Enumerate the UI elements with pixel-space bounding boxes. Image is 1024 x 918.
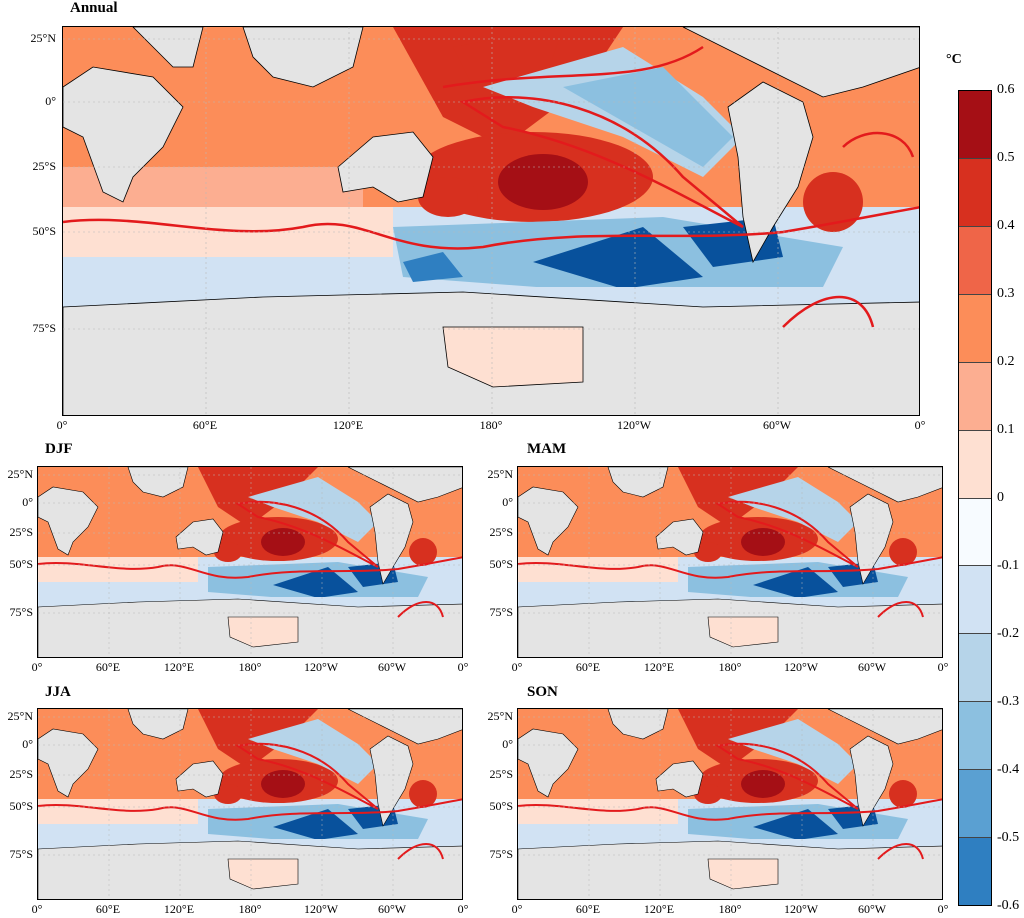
colorbar-segment bbox=[959, 430, 991, 499]
colorbar-tick-label: -0.2 bbox=[997, 626, 1020, 641]
colorbar-segment bbox=[959, 566, 991, 635]
panel-title-djf: DJF bbox=[45, 441, 73, 457]
lon-tick-djf-1: 60°E bbox=[95, 660, 121, 674]
colorbar-segment bbox=[959, 294, 991, 363]
lon-tick-jja-5: 60°W bbox=[377, 902, 407, 916]
panel-title-mam: MAM bbox=[527, 441, 567, 457]
lat-tick-djf-3: 50°S bbox=[9, 557, 33, 571]
panel-title-annual: Annual bbox=[70, 0, 118, 16]
colorbar bbox=[958, 90, 992, 906]
colorbar-tick-label: -0.1 bbox=[997, 558, 1020, 573]
lat-tick-jja-2: 25°S bbox=[9, 767, 33, 781]
lon-tick-jja-4: 120°W bbox=[303, 902, 339, 916]
lon-tick-jja-1: 60°E bbox=[95, 902, 121, 916]
lat-tick-annual-25n: 25°N bbox=[30, 31, 56, 45]
colorbar-tick-label: 0.5 bbox=[997, 150, 1015, 165]
lon-tick-mam-4: 120°W bbox=[783, 660, 819, 674]
map-annual bbox=[62, 26, 920, 416]
lon-tick-djf-6: 0° bbox=[457, 660, 469, 674]
lon-tick-annual-120e: 120°E bbox=[332, 418, 364, 432]
lon-tick-mam-1: 60°E bbox=[575, 660, 601, 674]
lon-tick-djf-4: 120°W bbox=[303, 660, 339, 674]
lat-tick-son-0: 25°N bbox=[487, 709, 513, 723]
colorbar-tick-label: -0.3 bbox=[997, 694, 1020, 709]
lat-tick-jja-3: 50°S bbox=[9, 799, 33, 813]
map-jja bbox=[37, 708, 463, 900]
lat-tick-djf-0: 25°N bbox=[7, 467, 33, 481]
colorbar-tick-label: 0.1 bbox=[997, 422, 1015, 437]
lon-tick-jja-3: 180° bbox=[238, 902, 262, 916]
lat-tick-djf-1: 0° bbox=[22, 495, 33, 509]
lon-tick-son-5: 60°W bbox=[857, 902, 887, 916]
colorbar-segment bbox=[959, 634, 991, 703]
colorbar-tick-label: -0.6 bbox=[997, 898, 1020, 913]
lat-tick-son-1: 0° bbox=[502, 737, 513, 751]
lon-tick-son-0: 0° bbox=[511, 902, 523, 916]
lon-tick-mam-5: 60°W bbox=[857, 660, 887, 674]
lat-tick-djf-2: 25°S bbox=[9, 525, 33, 539]
lon-tick-jja-6: 0° bbox=[457, 902, 469, 916]
lon-tick-son-2: 120°E bbox=[643, 902, 675, 916]
lat-tick-djf-4: 75°S bbox=[9, 605, 33, 619]
lat-tick-son-4: 75°S bbox=[489, 847, 513, 861]
colorbar-tick-label: -0.5 bbox=[997, 830, 1020, 845]
colorbar-segment bbox=[959, 770, 991, 839]
lat-tick-jja-4: 75°S bbox=[9, 847, 33, 861]
lat-tick-mam-1: 0° bbox=[502, 495, 513, 509]
lon-tick-djf-3: 180° bbox=[238, 660, 262, 674]
lon-tick-mam-3: 180° bbox=[718, 660, 742, 674]
lon-tick-djf-2: 120°E bbox=[163, 660, 195, 674]
lon-tick-annual-60w: 60°W bbox=[762, 418, 792, 432]
lon-tick-mam-6: 0° bbox=[937, 660, 949, 674]
colorbar-segment bbox=[959, 158, 991, 227]
lon-tick-annual-60e: 60°E bbox=[192, 418, 218, 432]
lon-tick-annual-0-end: 0° bbox=[914, 418, 926, 432]
colorbar-segment bbox=[959, 702, 991, 771]
lat-tick-annual-0: 0° bbox=[45, 94, 56, 108]
lon-tick-jja-0: 0° bbox=[31, 902, 43, 916]
map-mam bbox=[517, 466, 943, 658]
colorbar-tick-label: 0 bbox=[997, 490, 1004, 505]
colorbar-segment bbox=[959, 362, 991, 431]
lat-tick-mam-0: 25°N bbox=[487, 467, 513, 481]
lat-tick-son-2: 25°S bbox=[489, 767, 513, 781]
lon-tick-djf-5: 60°W bbox=[377, 660, 407, 674]
colorbar-segment bbox=[959, 91, 991, 159]
lon-tick-djf-0: 0° bbox=[31, 660, 43, 674]
lon-tick-son-4: 120°W bbox=[783, 902, 819, 916]
lat-tick-annual-75s: 75°S bbox=[32, 321, 56, 335]
colorbar-segment bbox=[959, 498, 991, 567]
colorbar-tick-label: 0.3 bbox=[997, 286, 1015, 301]
colorbar-tick-label: 0.2 bbox=[997, 354, 1015, 369]
map-djf bbox=[37, 466, 463, 658]
lon-tick-jja-2: 120°E bbox=[163, 902, 195, 916]
lon-tick-annual-120w: 120°W bbox=[616, 418, 652, 432]
lat-tick-mam-2: 25°S bbox=[489, 525, 513, 539]
panel-title-jja: JJA bbox=[45, 684, 71, 700]
lon-tick-son-3: 180° bbox=[718, 902, 742, 916]
lat-tick-annual-25s: 25°S bbox=[32, 159, 56, 173]
lat-tick-mam-3: 50°S bbox=[489, 557, 513, 571]
lon-tick-mam-0: 0° bbox=[511, 660, 523, 674]
colorbar-segment bbox=[959, 838, 991, 906]
lon-tick-son-1: 60°E bbox=[575, 902, 601, 916]
lon-tick-mam-2: 120°E bbox=[643, 660, 675, 674]
map-son bbox=[517, 708, 943, 900]
colorbar-unit: °C bbox=[946, 52, 962, 67]
lat-tick-son-3: 50°S bbox=[489, 799, 513, 813]
lat-tick-annual-50s: 50°S bbox=[32, 224, 56, 238]
colorbar-tick-label: -0.4 bbox=[997, 762, 1020, 777]
colorbar-tick-label: 0.6 bbox=[997, 82, 1015, 97]
lon-tick-annual-0: 0° bbox=[56, 418, 68, 432]
panel-title-son: SON bbox=[527, 684, 558, 700]
lon-tick-annual-180: 180° bbox=[479, 418, 503, 432]
lon-tick-son-6: 0° bbox=[937, 902, 949, 916]
colorbar-tick-label: 0.4 bbox=[997, 218, 1015, 233]
lat-tick-mam-4: 75°S bbox=[489, 605, 513, 619]
lat-tick-jja-0: 25°N bbox=[7, 709, 33, 723]
lat-tick-jja-1: 0° bbox=[22, 737, 33, 751]
colorbar-segment bbox=[959, 226, 991, 295]
